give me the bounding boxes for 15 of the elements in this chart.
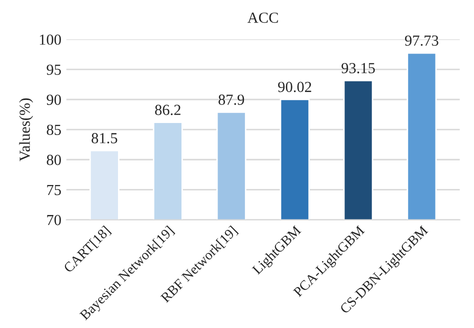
data-label: 90.02	[278, 82, 312, 92]
data-label: 97.73	[405, 35, 438, 46]
data-label: 87.9	[218, 94, 244, 105]
y-tick-label: 75	[47, 184, 61, 196]
data-label: 93.15	[342, 63, 375, 74]
data-label: 81.5	[92, 133, 118, 144]
y-tick-label: 100	[40, 34, 61, 45]
y-axis-title: Values(%)	[19, 98, 34, 162]
chart-title: ACC	[248, 12, 278, 23]
y-tick-label: 95	[46, 64, 61, 75]
y-tick-label: 85	[46, 124, 61, 136]
y-tick-label: 90	[46, 94, 61, 105]
y-tick-label: 80	[46, 154, 61, 166]
y-tick-label: 70	[47, 214, 61, 226]
data-label: 86.2	[155, 104, 180, 116]
